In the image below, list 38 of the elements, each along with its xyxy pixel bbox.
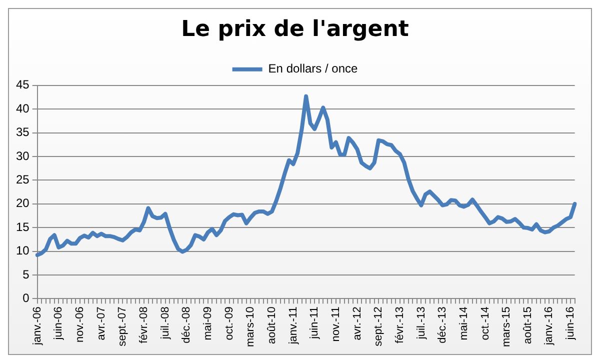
x-tick-label: déc.-13 xyxy=(436,306,449,344)
y-tick-label: 45 xyxy=(16,78,30,92)
x-tick-label: mai-09 xyxy=(202,306,214,340)
x-tick-label: sept.-12 xyxy=(372,306,385,346)
x-tick-label: juil.-13 xyxy=(415,306,428,340)
x-tick-label: juil.-08 xyxy=(159,306,172,340)
y-tick-label: 0 xyxy=(22,290,30,305)
x-tick-label: août-15 xyxy=(522,306,534,344)
y-tick-label: 10 xyxy=(16,244,30,258)
x-tick-label: août-10 xyxy=(266,306,278,344)
x-tick-label: mai-14 xyxy=(458,306,470,340)
y-tick-label: 40 xyxy=(16,101,30,116)
x-tick-label: sept.-07 xyxy=(116,306,129,346)
y-tick-label: 25 xyxy=(16,172,30,186)
x-tick-label: mars-10 xyxy=(244,306,257,347)
y-tick-label: 5 xyxy=(22,267,30,282)
x-tick-label: févr.-08 xyxy=(138,306,150,344)
x-tick-label: déc.-08 xyxy=(180,306,193,344)
x-tick-label: févr.-13 xyxy=(394,306,406,344)
x-tick-label: janv.-11 xyxy=(287,306,300,346)
x-tick-label: juin-06 xyxy=(52,306,65,341)
legend-label: En dollars / once xyxy=(268,62,358,76)
x-tick-label: juin-16 xyxy=(564,306,577,341)
y-tick-label: 30 xyxy=(16,148,30,163)
y-tick-label: 20 xyxy=(16,196,30,210)
x-tick-label: nov.-06 xyxy=(74,306,86,343)
x-tick-label: oct.-09 xyxy=(223,306,236,340)
x-tick-label: janv.-16 xyxy=(543,306,556,346)
x-tick-label: nov.-11 xyxy=(330,306,342,342)
x-tick-label: oct.-14 xyxy=(479,306,492,340)
x-tick-label: mars-15 xyxy=(500,306,513,347)
x-tick-label: juin-11 xyxy=(308,306,321,340)
x-tick-label: avr.-07 xyxy=(95,306,108,340)
y-tick-label: 15 xyxy=(16,220,30,234)
x-tick-label: janv.-06 xyxy=(31,306,44,346)
x-tick-label: avr.-12 xyxy=(351,306,364,340)
chart-title: Le prix de l'argent xyxy=(181,16,410,42)
y-tick-label: 35 xyxy=(16,125,30,140)
